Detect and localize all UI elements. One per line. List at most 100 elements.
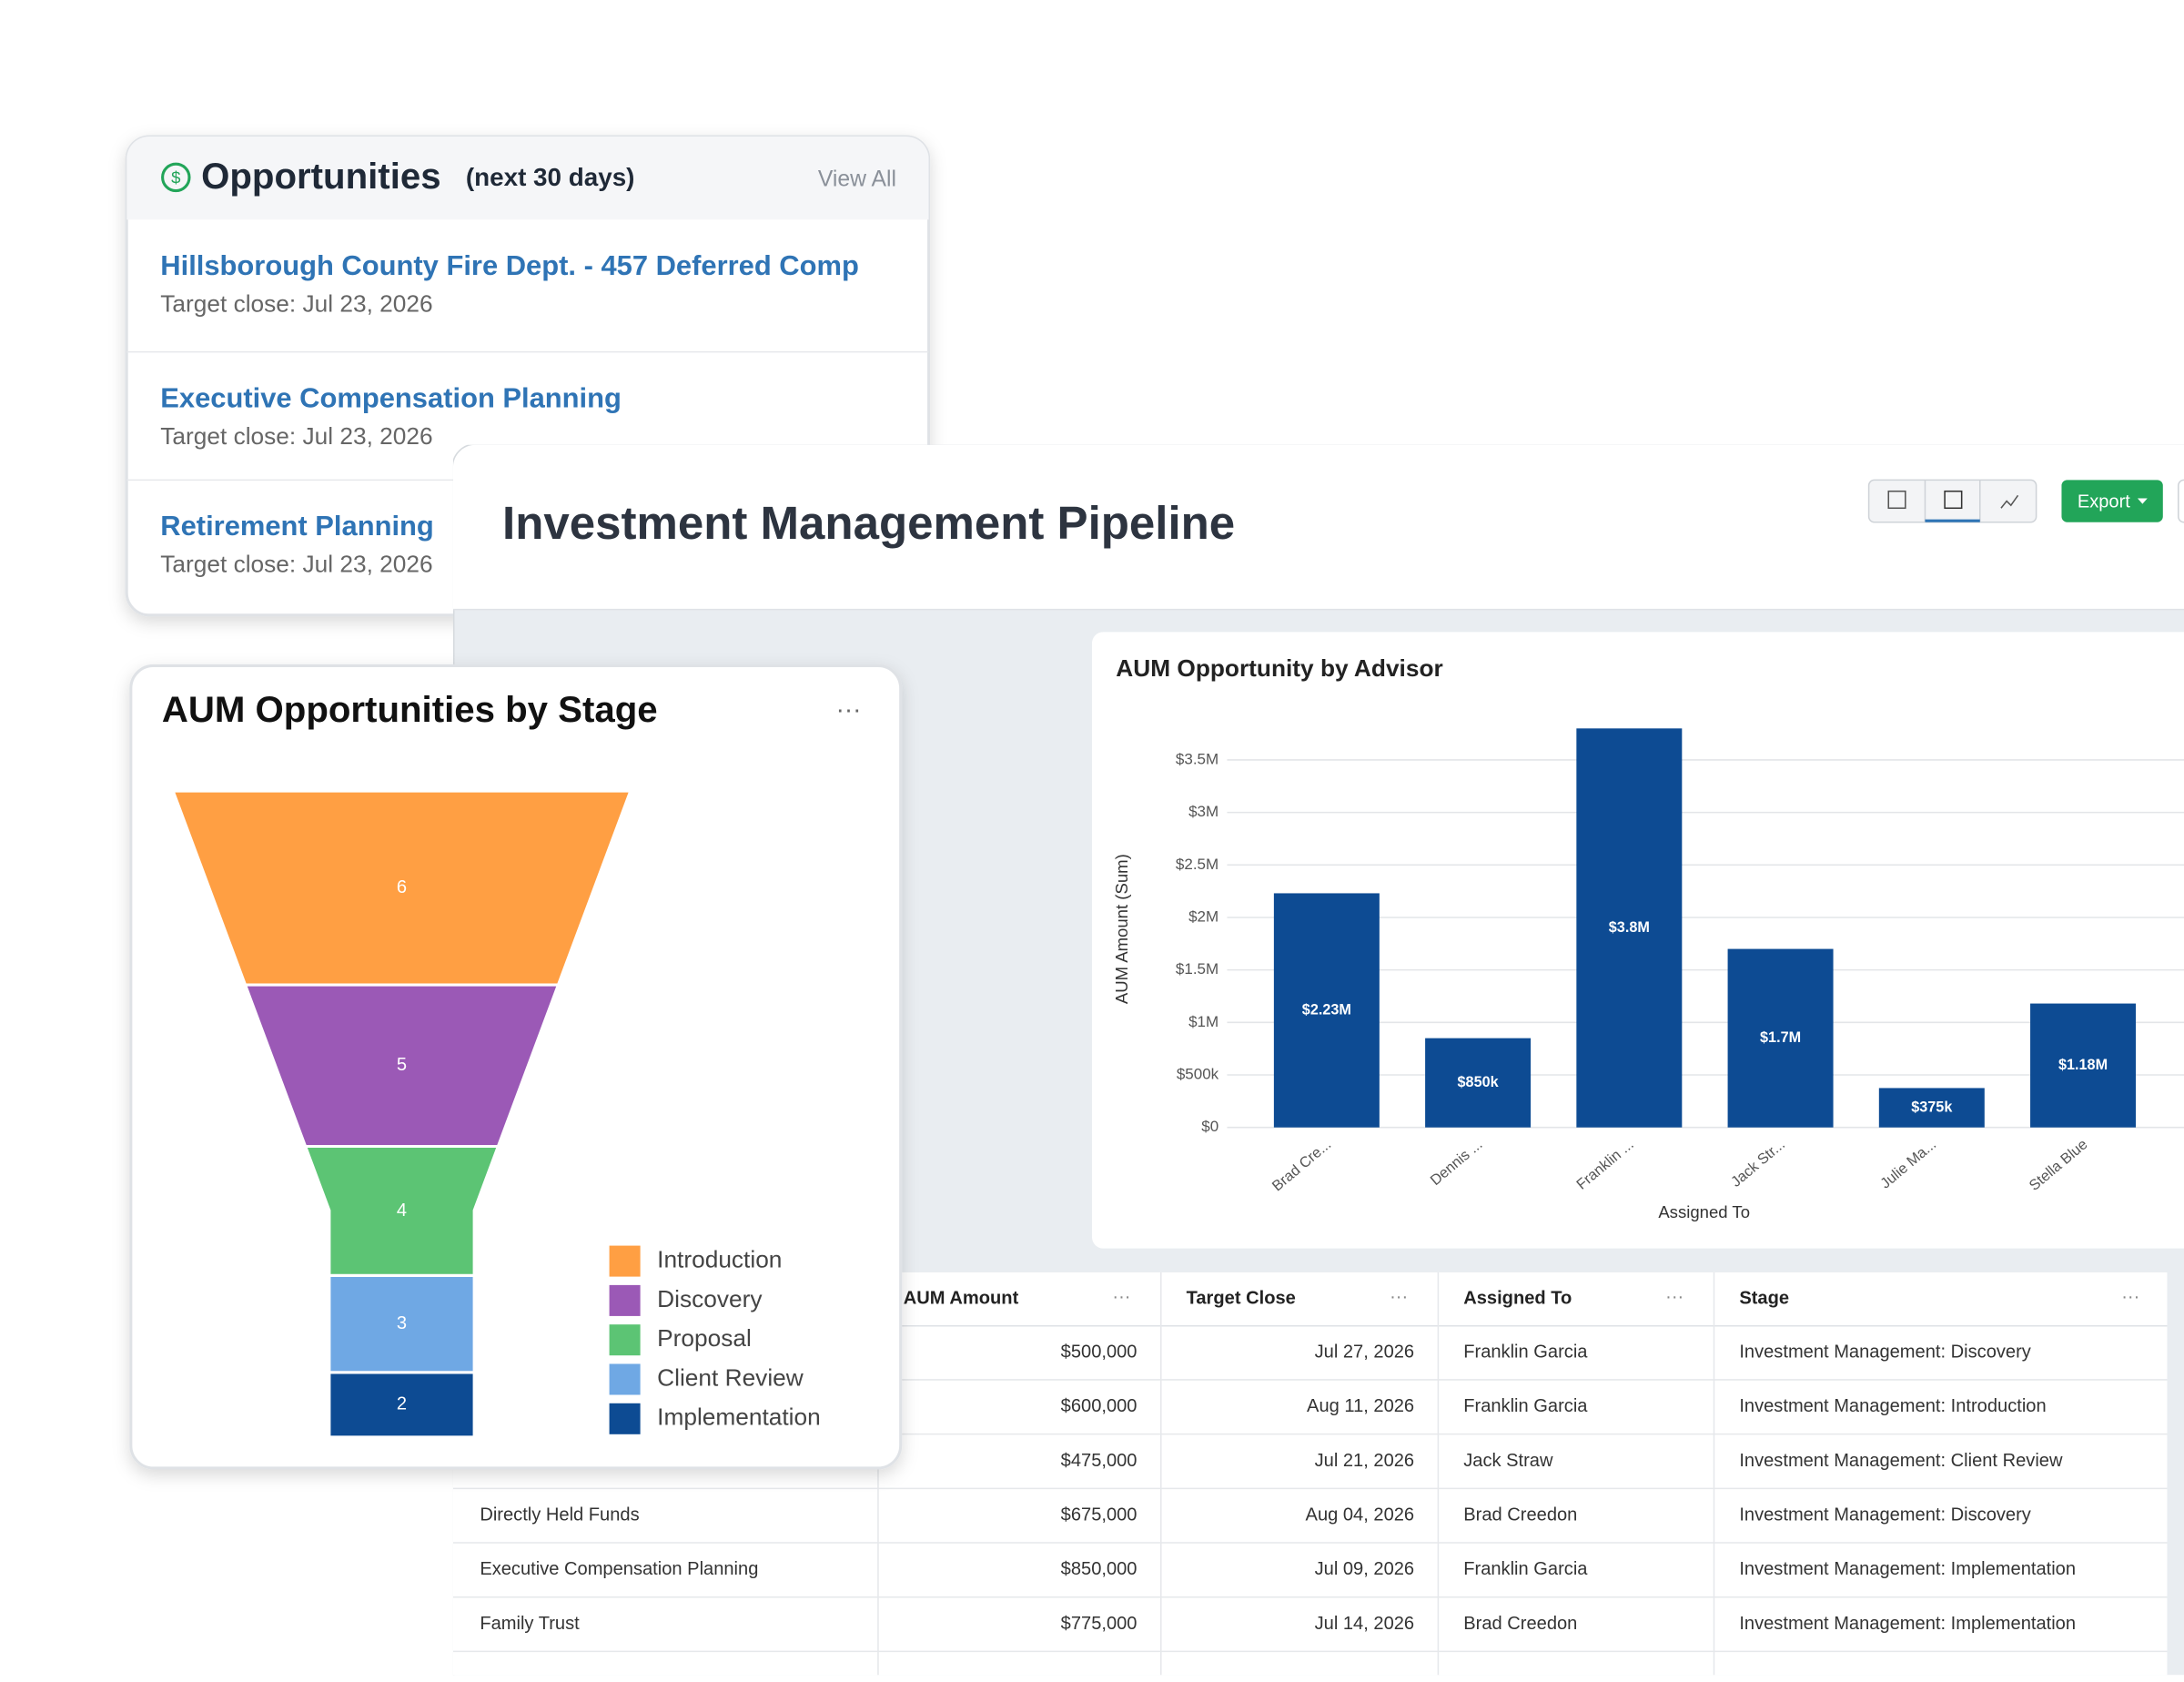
data-label: $850k bbox=[1458, 1074, 1500, 1090]
legend-label: Introduction bbox=[657, 1246, 782, 1273]
bar bbox=[1273, 893, 1380, 1128]
legend-label: Proposal bbox=[657, 1324, 752, 1352]
cell: Investment Management: Discovery bbox=[1739, 1342, 2031, 1362]
opportunity-link[interactable]: Executive Compensation Planning bbox=[160, 381, 622, 413]
target-close: Target close: Jul 23, 2026 bbox=[160, 290, 432, 318]
cell: $675,000 bbox=[1061, 1505, 1138, 1525]
cell: Brad Creedon bbox=[1463, 1614, 1577, 1634]
column-menu[interactable]: ··· bbox=[2121, 1287, 2139, 1307]
cell: Investment Management: Client Review bbox=[1739, 1451, 2063, 1471]
card-header bbox=[126, 137, 929, 220]
cell: Aug 11, 2026 bbox=[1307, 1396, 1414, 1416]
data-label: 2 bbox=[397, 1394, 407, 1414]
cell: Franklin Garcia bbox=[1463, 1559, 1588, 1579]
caret bbox=[2137, 498, 2148, 504]
cell: $600,000 bbox=[1061, 1396, 1138, 1416]
cell: Investment Management: Introduction bbox=[1739, 1396, 2046, 1416]
column-header: Stage bbox=[1739, 1289, 1789, 1309]
legend-swatch bbox=[609, 1403, 641, 1434]
chart-title: AUM Opportunity by Advisor bbox=[1116, 654, 1442, 682]
data-label: 4 bbox=[397, 1201, 407, 1221]
data-label: $2.23M bbox=[1302, 1001, 1351, 1018]
data-label: $1.18M bbox=[2058, 1057, 2108, 1073]
column-menu[interactable]: ··· bbox=[1112, 1287, 1130, 1307]
chart-icon[interactable] bbox=[1944, 490, 1963, 510]
legend-swatch bbox=[609, 1284, 641, 1316]
target-close: Target close: Jul 23, 2026 bbox=[160, 422, 432, 450]
y-tick-label: $2.5M bbox=[1176, 856, 1218, 873]
cell: Investment Management: Implementation bbox=[1739, 1614, 2076, 1634]
cell: $850,000 bbox=[1061, 1559, 1138, 1579]
data-label: 5 bbox=[397, 1055, 407, 1075]
cell: Jul 27, 2026 bbox=[1315, 1342, 1415, 1362]
data-label: $3.8M bbox=[1609, 919, 1650, 936]
view-toggle[interactable] bbox=[1867, 479, 2037, 523]
chart-title: AUM Opportunities by Stage bbox=[162, 689, 658, 730]
bar bbox=[1727, 948, 1834, 1128]
legend-label: Implementation bbox=[657, 1403, 821, 1431]
data-label: 3 bbox=[397, 1313, 407, 1333]
button[interactable] bbox=[2178, 479, 2184, 523]
legend-label: Discovery bbox=[657, 1285, 763, 1312]
cell: Aug 04, 2026 bbox=[1306, 1505, 1415, 1525]
view-all-link[interactable]: View All bbox=[818, 167, 896, 192]
target-close: Target close: Jul 23, 2026 bbox=[160, 551, 432, 578]
column-menu[interactable]: ··· bbox=[1390, 1287, 1408, 1307]
bar bbox=[2030, 1003, 2137, 1128]
cell: Brad Creedon bbox=[1463, 1505, 1577, 1525]
y-tick-label: $3.5M bbox=[1176, 750, 1218, 767]
export-button[interactable] bbox=[2061, 480, 2163, 522]
card-subtitle: (next 30 days) bbox=[466, 163, 635, 191]
column-header: Target Close bbox=[1187, 1289, 1296, 1309]
x-axis-label: Assigned To bbox=[1658, 1202, 1750, 1221]
cell: Jul 09, 2026 bbox=[1315, 1559, 1415, 1579]
funnel-segment bbox=[328, 1371, 476, 1439]
y-tick-label: $1.5M bbox=[1176, 960, 1218, 978]
y-tick-label: $0 bbox=[1201, 1118, 1218, 1135]
cell: Franklin Garcia bbox=[1463, 1396, 1588, 1416]
table-icon[interactable] bbox=[1887, 490, 1906, 510]
column-header: Assigned To bbox=[1463, 1289, 1572, 1309]
cell: $500,000 bbox=[1061, 1342, 1138, 1362]
data-label: $375k bbox=[1911, 1099, 1953, 1115]
cell: Jul 14, 2026 bbox=[1315, 1614, 1415, 1634]
y-axis-label: AUM Amount (Sum) bbox=[1112, 854, 1131, 1004]
cell: Jack Straw bbox=[1463, 1451, 1553, 1471]
cell: Family Trust bbox=[480, 1614, 580, 1634]
bar bbox=[1576, 728, 1683, 1128]
panel-title: Investment Management Pipeline bbox=[502, 497, 1235, 549]
menu-dots[interactable]: ··· bbox=[836, 694, 862, 723]
legend-swatch bbox=[609, 1245, 641, 1277]
cell: $475,000 bbox=[1061, 1451, 1138, 1471]
cell: Jul 21, 2026 bbox=[1315, 1451, 1415, 1471]
cell: Investment Management: Implementation bbox=[1739, 1559, 2076, 1579]
data-label: $1.7M bbox=[1760, 1029, 1801, 1046]
panel-header bbox=[452, 444, 2184, 610]
column-menu[interactable]: ··· bbox=[1665, 1287, 1684, 1307]
line-icon[interactable] bbox=[2000, 494, 2019, 509]
dollar-icon: $ bbox=[171, 167, 181, 187]
y-tick-label: $1M bbox=[1188, 1013, 1218, 1030]
y-tick-label: $2M bbox=[1188, 907, 1218, 925]
y-tick-label: $3M bbox=[1188, 803, 1218, 820]
opportunity-link[interactable]: Hillsborough County Fire Dept. - 457 Def… bbox=[160, 249, 859, 281]
y-tick-label: $500k bbox=[1177, 1066, 1219, 1083]
opportunity-link[interactable]: Retirement Planning bbox=[160, 510, 434, 542]
funnel-card: ··· AUM Opportunities by Stage 6 Introduct… bbox=[129, 664, 903, 1470]
cell: Executive Compensation Planning bbox=[480, 1559, 758, 1579]
data-label: 6 bbox=[397, 877, 407, 897]
opportunities-card: $ Opportunities (next 30 days) View All … bbox=[125, 135, 931, 617]
card-title: Opportunities bbox=[201, 156, 440, 197]
cell: Directly Held Funds bbox=[480, 1505, 639, 1525]
cell: Investment Management: Discovery bbox=[1739, 1505, 2031, 1525]
cell: Franklin Garcia bbox=[1463, 1342, 1588, 1362]
column-header: AUM Amount bbox=[904, 1289, 1019, 1309]
legend-swatch bbox=[609, 1363, 641, 1395]
cell: $775,000 bbox=[1061, 1614, 1138, 1634]
export-label[interactable]: Export bbox=[2078, 491, 2130, 512]
bar bbox=[1878, 1088, 1985, 1128]
legend-swatch bbox=[609, 1324, 641, 1356]
bar bbox=[1425, 1038, 1532, 1128]
